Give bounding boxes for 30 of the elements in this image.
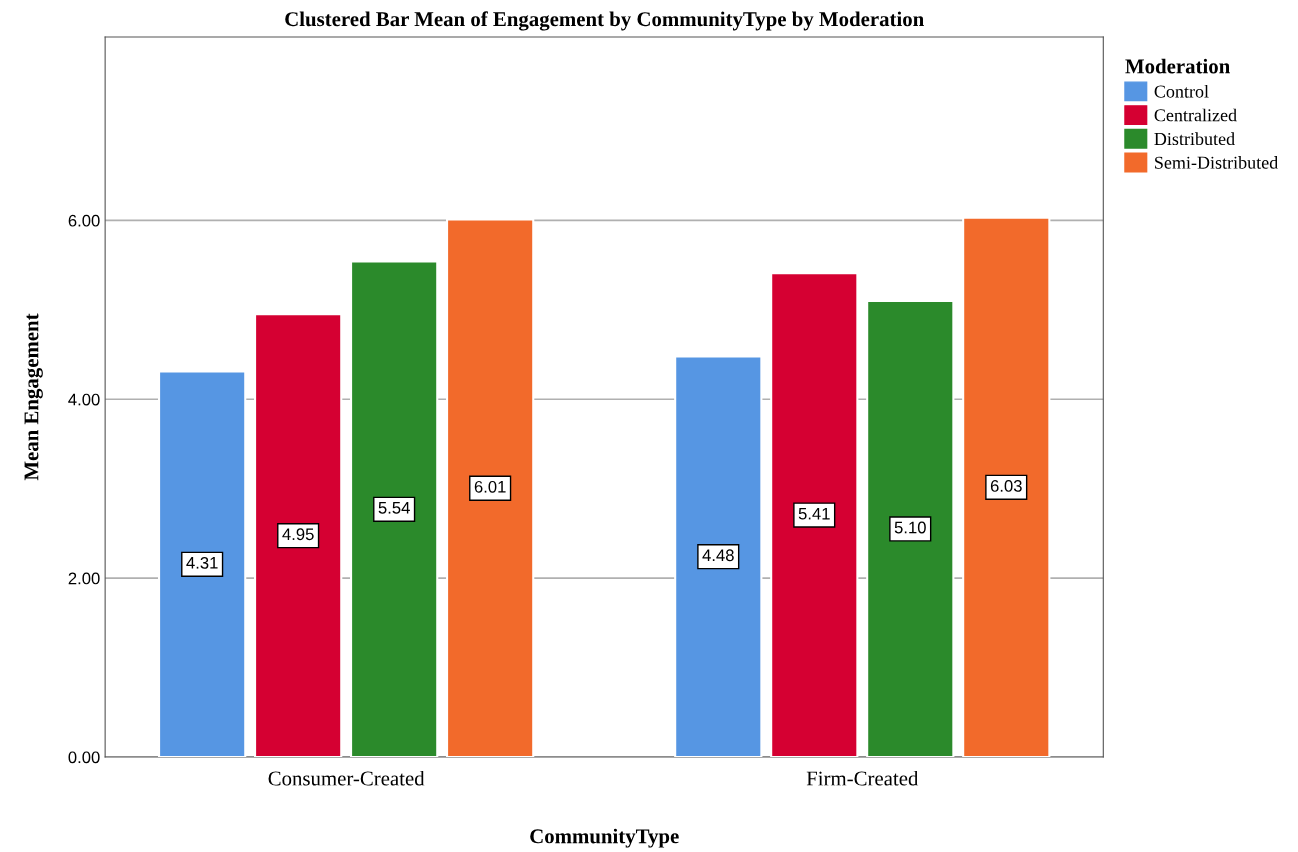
bar xyxy=(254,313,343,757)
legend-title: Moderation xyxy=(1125,58,1230,74)
bar xyxy=(674,355,763,757)
x-axis-title: CommunityType xyxy=(530,828,679,848)
data-label: 5.41 xyxy=(798,507,830,520)
bar xyxy=(158,370,247,757)
data-label: 4.31 xyxy=(186,556,218,569)
y-tick-label: 0.00 xyxy=(68,751,100,764)
y-tick-label: 6.00 xyxy=(68,214,100,227)
data-label: 4.48 xyxy=(702,549,734,562)
data-label: 6.03 xyxy=(990,480,1022,492)
x-tick-label: Consumer-Created xyxy=(268,770,425,786)
legend-label: Distributed xyxy=(1154,132,1235,146)
chart-title: Clustered Bar Mean of Engagement by CommunityType by Moderation xyxy=(285,11,924,31)
bar xyxy=(770,272,859,757)
y-tick-label: 4.00 xyxy=(68,393,100,406)
data-label: 5.54 xyxy=(378,502,410,514)
legend-label: Semi-Distributed xyxy=(1155,156,1279,169)
bar xyxy=(350,260,439,757)
data-label: 4.95 xyxy=(282,528,314,541)
x-tick-label: Firm-Created xyxy=(806,770,919,786)
bar xyxy=(866,299,955,757)
bar xyxy=(962,216,1051,757)
data-label: 6.01 xyxy=(474,480,506,493)
y-tick-label: 2.00 xyxy=(68,572,100,585)
y-axis-title: Mean Engagement xyxy=(24,313,43,481)
legend-label: Control xyxy=(1154,84,1209,98)
data-label: 5.10 xyxy=(894,521,926,534)
legend-label: Centralized xyxy=(1154,108,1237,122)
bar xyxy=(446,218,535,757)
